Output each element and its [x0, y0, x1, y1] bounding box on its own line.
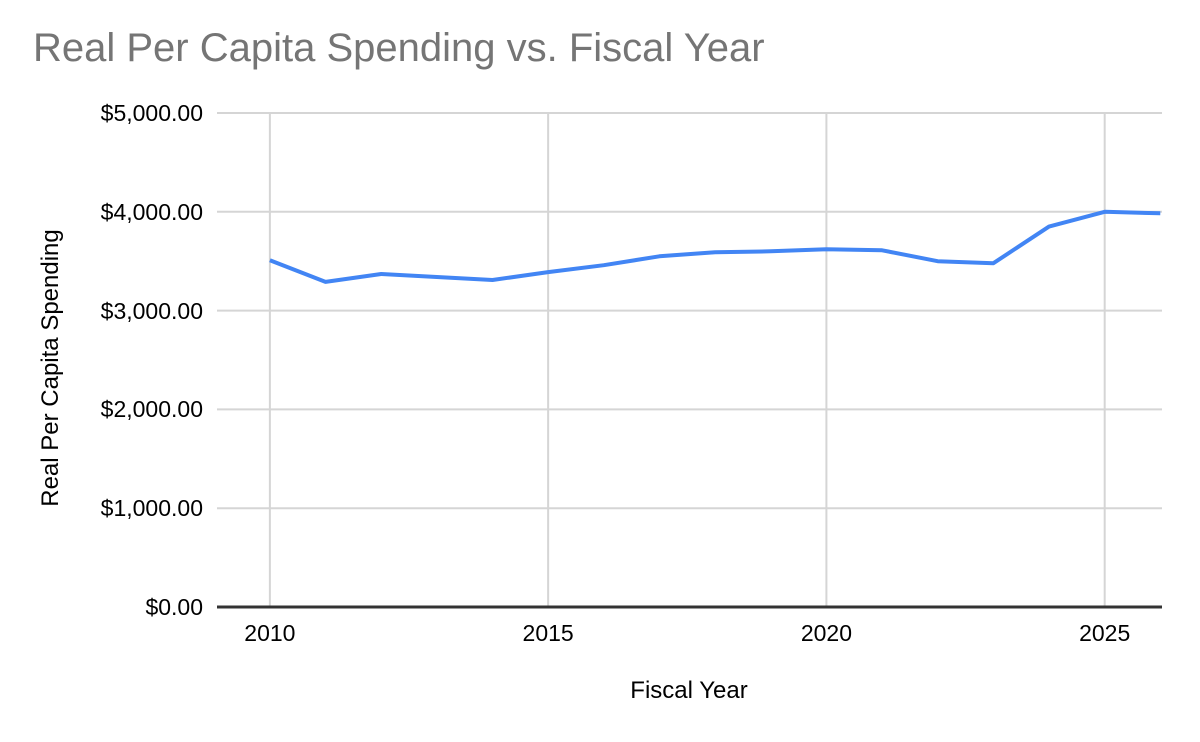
chart-title: Real Per Capita Spending vs. Fiscal Year	[33, 26, 765, 70]
y-tick-label: $4,000.00	[100, 198, 203, 225]
x-tick-label: 2015	[522, 620, 574, 646]
x-tick-label: 2020	[800, 620, 852, 646]
y-tick-label: $1,000.00	[100, 495, 203, 522]
x-tick-label: 2010	[244, 620, 296, 646]
y-tick-label: $3,000.00	[100, 297, 203, 324]
x-tick-label: 2025	[1079, 620, 1131, 646]
x-axis-title: Fiscal Year	[630, 677, 748, 704]
series-line	[269, 209, 1161, 284]
y-tick-label: $0.00	[145, 594, 203, 620]
y-tick-label: $2,000.00	[100, 396, 203, 423]
y-tick-label: $5,000.00	[100, 100, 203, 126]
